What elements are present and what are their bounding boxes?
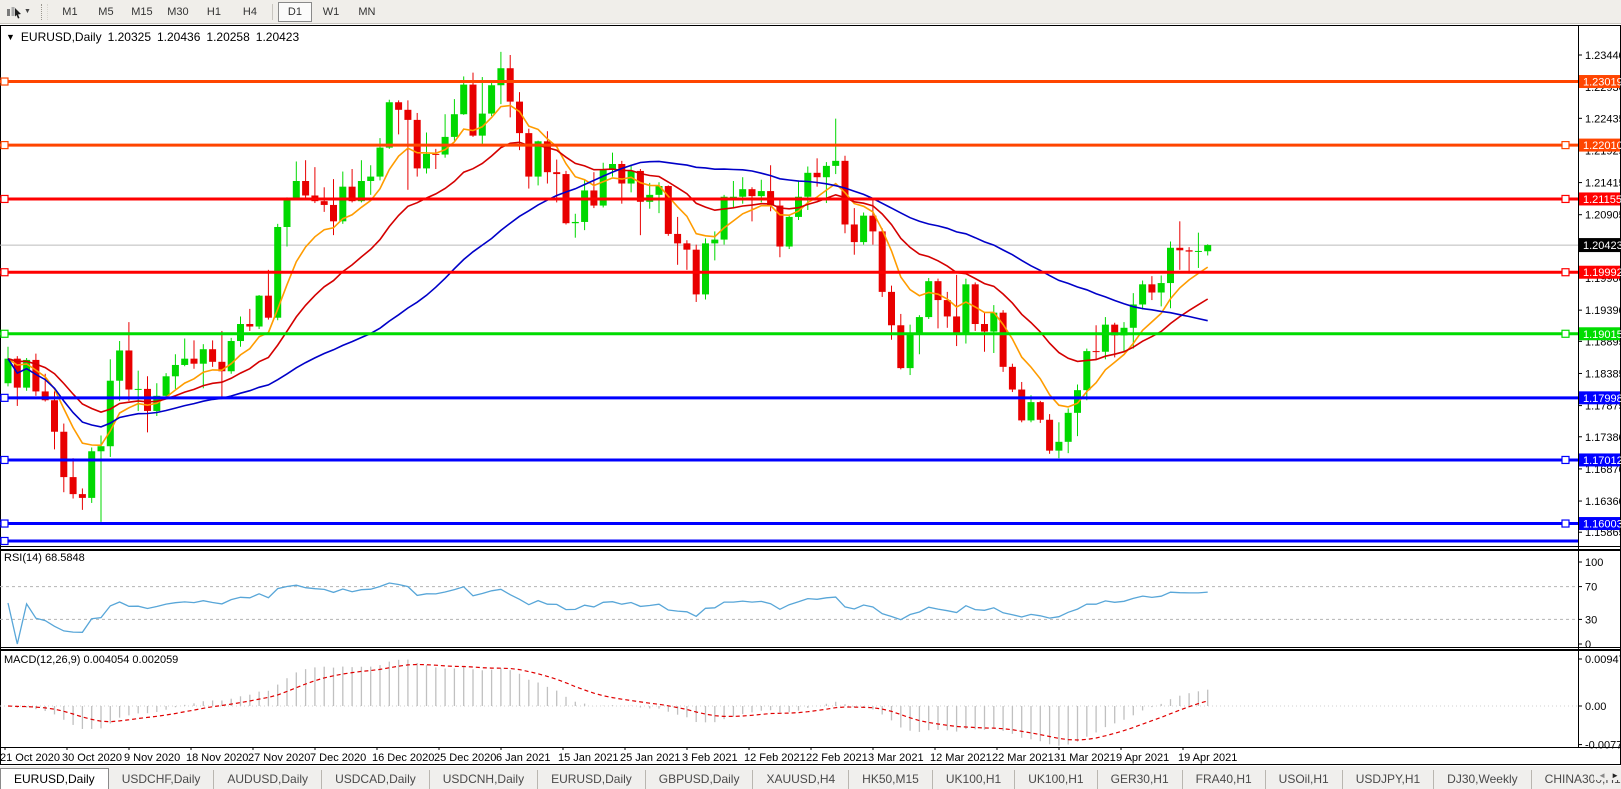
chart-tab-hk50-m15[interactable]: HK50,M15: [849, 770, 933, 789]
svg-text:21 Oct 2020: 21 Oct 2020: [0, 752, 60, 764]
svg-text:1.20905: 1.20905: [1585, 210, 1621, 222]
horizontal-levels-layer: [0, 77, 1578, 546]
svg-text:1.17012: 1.17012: [1583, 455, 1621, 467]
timeframe-button-M15[interactable]: M15: [131, 5, 153, 18]
moving-averages-layer: [7, 104, 1209, 447]
chart-cursor-glyph: [7, 6, 21, 18]
timeframe-button-MN[interactable]: MN: [358, 5, 376, 18]
svg-text:9 Nov 2020: 9 Nov 2020: [124, 752, 180, 764]
svg-text:22 Feb 2021: 22 Feb 2021: [806, 752, 868, 764]
svg-text:1.16003: 1.16003: [1583, 519, 1621, 531]
timeframe-button-H4[interactable]: H4: [242, 5, 257, 18]
price-chart-canvas[interactable]: 1.234401.229301.224351.219251.214151.209…: [0, 25, 1621, 766]
svg-text:1.23440: 1.23440: [1585, 50, 1621, 62]
svg-text:25 Jan 2021: 25 Jan 2021: [620, 752, 681, 764]
svg-text:22 Mar 2021: 22 Mar 2021: [992, 752, 1054, 764]
svg-text:12 Feb 2021: 12 Feb 2021: [744, 752, 806, 764]
svg-text:1.17998: 1.17998: [1583, 393, 1621, 405]
svg-text:1.19992: 1.19992: [1583, 267, 1621, 279]
chart-tab-uk100-h1[interactable]: UK100,H1: [933, 770, 1016, 789]
tab-scroll-right-icon[interactable]: ►: [1611, 771, 1619, 780]
tab-scroll-arrows: ◄ ►: [1594, 771, 1619, 780]
timeframe-button-W1[interactable]: W1: [322, 5, 340, 18]
chart-tab-usdcad-daily[interactable]: USDCAD,Daily: [322, 770, 430, 789]
chart-tab-gbpusd-daily[interactable]: GBPUSD,Daily: [646, 770, 754, 789]
timeframe-button-D1[interactable]: D1: [277, 1, 312, 22]
chart-tab-xauusd-h4[interactable]: XAUUSD,H4: [753, 770, 850, 789]
svg-text:3 Feb 2021: 3 Feb 2021: [682, 752, 738, 764]
chart-tab-ger30-h1[interactable]: GER30,H1: [1098, 770, 1183, 789]
price-axis: 1.234401.229301.224351.219251.214151.209…: [1578, 50, 1621, 539]
svg-text:9 Apr 2021: 9 Apr 2021: [1116, 752, 1169, 764]
svg-text:7 Dec 2020: 7 Dec 2020: [310, 752, 366, 764]
timeframe-button-M30[interactable]: M30: [167, 5, 189, 18]
svg-text:1.18385: 1.18385: [1585, 368, 1621, 380]
chart-tab-usdjpy-h1[interactable]: USDJPY,H1: [1343, 770, 1435, 789]
tool-dropdown-caret[interactable]: ▼: [24, 8, 31, 15]
timeframe-button-M5[interactable]: M5: [98, 5, 114, 18]
chart-tab-eurusd-daily[interactable]: EURUSD,Daily: [538, 770, 646, 789]
svg-text:27 Nov 2020: 27 Nov 2020: [248, 752, 310, 764]
svg-text:1.21415: 1.21415: [1585, 178, 1621, 190]
svg-text:19 Apr 2021: 19 Apr 2021: [1178, 752, 1237, 764]
chart-tab-eurusd-daily[interactable]: EURUSD,Daily: [0, 768, 109, 789]
svg-text:12 Mar 2021: 12 Mar 2021: [930, 752, 992, 764]
svg-text:1.23019: 1.23019: [1583, 77, 1621, 89]
chart-tab-usdchf-daily[interactable]: USDCHF,Daily: [109, 770, 215, 789]
chart-tab-uk100-h1[interactable]: UK100,H1: [1015, 770, 1098, 789]
toolbar: ▼ M1 M5 M15 M30 H1 H4 D1 W1 MN: [0, 0, 1621, 24]
svg-text:30 Oct 2020: 30 Oct 2020: [62, 752, 122, 764]
chart-cursor-icon[interactable]: ▼: [0, 2, 37, 22]
svg-text:1.16870: 1.16870: [1585, 464, 1621, 476]
chart-tab-bar: EURUSD,Daily USDCHF,Daily AUDUSD,Daily USDC…: [0, 766, 1621, 789]
timeframe-button-H1[interactable]: H1: [206, 5, 221, 18]
svg-text:70: 70: [1585, 582, 1597, 594]
svg-text:1.19390: 1.19390: [1585, 305, 1621, 317]
svg-text:18 Nov 2020: 18 Nov 2020: [186, 752, 248, 764]
chart-frame: [0, 25, 1621, 765]
svg-text:1.22435: 1.22435: [1585, 113, 1621, 125]
timeframe-button-M1[interactable]: M1: [62, 5, 78, 18]
svg-text:0.00: 0.00: [1585, 701, 1606, 713]
toolbar-grip: [40, 3, 48, 20]
svg-text:15 Jan 2021: 15 Jan 2021: [558, 752, 619, 764]
chart-tab-fra40-h1[interactable]: FRA40,H1: [1183, 770, 1266, 789]
svg-text:1.19015: 1.19015: [1583, 329, 1621, 341]
svg-text:-0.007778: -0.007778: [1585, 740, 1621, 752]
chart-tab-usdcnh-daily[interactable]: USDCNH,Daily: [430, 770, 539, 789]
timeframe-toolbar: M1 M5 M15 M30 H1 H4 D1 W1 MN: [52, 0, 385, 23]
svg-text:1.21155: 1.21155: [1583, 194, 1621, 206]
svg-text:0: 0: [1585, 639, 1591, 651]
macd-panel: 0.009478 0.00 -0.007778: [0, 654, 1621, 752]
tab-scroll-left-icon[interactable]: ◄: [1598, 771, 1607, 780]
chart-tab-dj30-weekly[interactable]: DJ30,Weekly: [1434, 770, 1532, 789]
rsi-panel: 100 70 30 0: [0, 557, 1603, 651]
svg-text:3 Mar 2021: 3 Mar 2021: [868, 752, 924, 764]
svg-text:1.15865: 1.15865: [1585, 527, 1621, 539]
time-axis: 21 Oct 2020 30 Oct 2020 9 Nov 2020 18 Nov 2…: [0, 747, 1237, 764]
svg-text:1.22010: 1.22010: [1583, 140, 1621, 152]
svg-text:16 Dec 2020: 16 Dec 2020: [372, 752, 434, 764]
svg-text:1.16360: 1.16360: [1585, 496, 1621, 508]
chart-tab-usoil-h1[interactable]: USOil,H1: [1266, 770, 1343, 789]
chart-tab-audusd-daily[interactable]: AUDUSD,Daily: [214, 770, 323, 789]
svg-text:6 Jan 2021: 6 Jan 2021: [496, 752, 550, 764]
svg-text:30: 30: [1585, 614, 1597, 626]
svg-text:100: 100: [1585, 557, 1603, 569]
candles-layer: [4, 51, 1212, 522]
svg-text:1.20423: 1.20423: [1583, 240, 1621, 252]
svg-text:31 Mar 2021: 31 Mar 2021: [1054, 752, 1116, 764]
svg-text:25 Dec 2020: 25 Dec 2020: [434, 752, 496, 764]
svg-text:1.17380: 1.17380: [1585, 432, 1621, 444]
svg-text:0.009478: 0.009478: [1585, 654, 1621, 666]
toolbar-separator: [271, 3, 273, 20]
